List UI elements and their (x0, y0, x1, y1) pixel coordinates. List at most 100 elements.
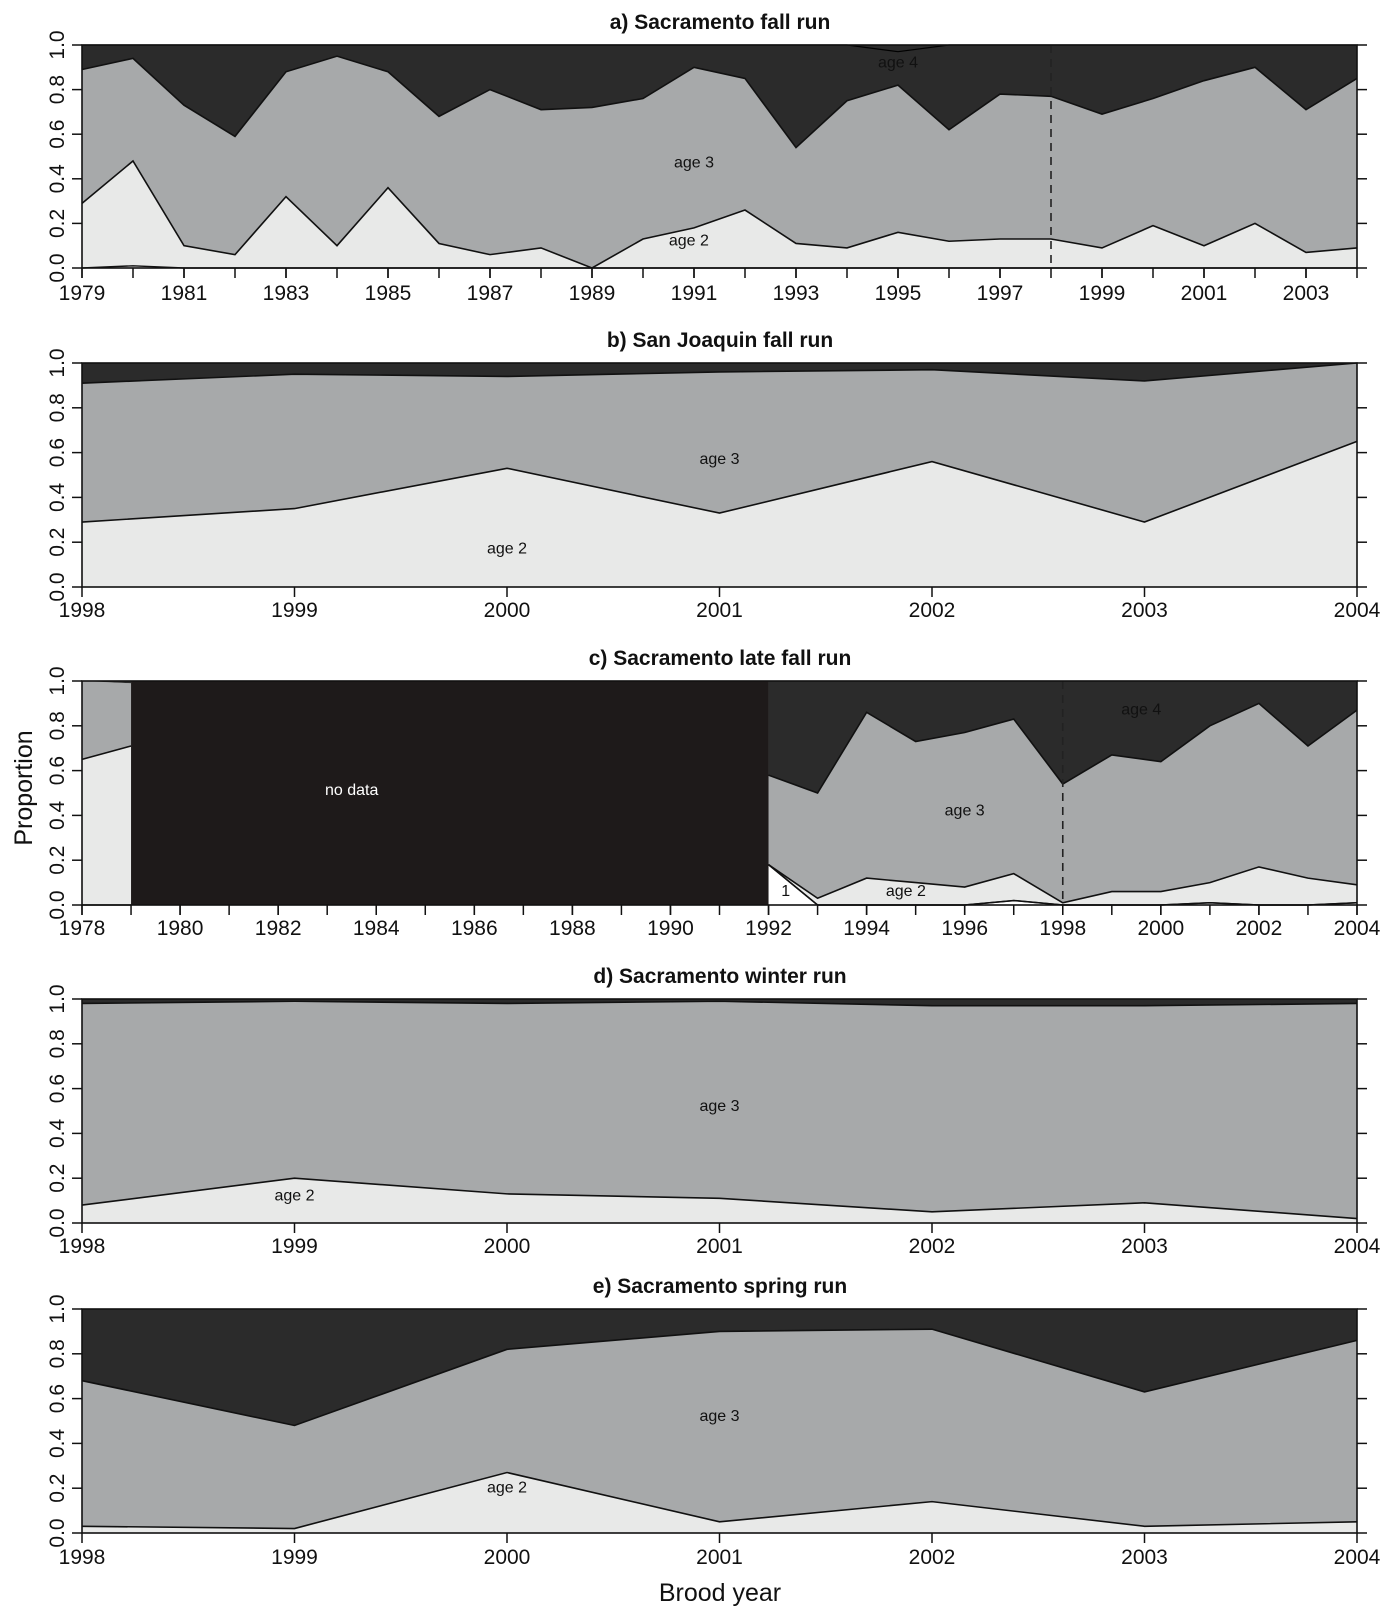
boundary-age2 (81, 440, 1358, 523)
area-age3 (768, 703, 1357, 903)
x-tick-label: 1998 (59, 599, 106, 622)
x-tick-label: 1990 (647, 917, 694, 940)
area-age3 (82, 1001, 1357, 1219)
x-tick-label: 1988 (549, 917, 596, 940)
panel-d: d) Sacramento winter run 0.0 0.2 0.4 0.6 0.8 1… (46, 965, 1381, 1258)
x-tick-label: 2002 (909, 1235, 956, 1258)
x-tick-label: 1978 (59, 917, 106, 940)
x-tick-label: 2004 (1334, 1546, 1381, 1569)
area-age2-early (82, 745, 132, 905)
x-tick-label: 1996 (941, 917, 988, 940)
panel-title: a) Sacramento fall run (610, 11, 831, 34)
area-age4 (82, 45, 1357, 148)
x-tick-label: 2002 (909, 1546, 956, 1569)
x-tick-label: 2000 (1137, 917, 1184, 940)
area-label: age 2 (886, 883, 926, 900)
area-age2 (82, 1178, 1357, 1223)
x-tick-label: 2001 (696, 599, 743, 622)
x-tick-label: 1997 (977, 282, 1024, 305)
x-tick-label: 2001 (696, 1235, 743, 1258)
area-age4 (82, 1309, 1357, 1426)
x-tick-label: 2003 (1121, 599, 1168, 622)
area-age3-early (82, 681, 132, 760)
y-tick-label: 1.0 (46, 666, 69, 695)
x-tick-label: 1979 (59, 282, 106, 305)
y-axis-label: Proportion (10, 730, 38, 845)
x-tick-label: 1995 (875, 282, 922, 305)
area-age2 (82, 1472, 1357, 1533)
x-tick-label: 1991 (671, 282, 718, 305)
y-tick-label: 0.4 (46, 1118, 69, 1148)
boundary-age2-early (81, 745, 132, 761)
plot-frame (81, 44, 1358, 269)
x-axis-label: Brood year (659, 1579, 781, 1607)
y-tick-label: 0.2 (46, 1164, 69, 1193)
y-tick-label: 0.2 (46, 528, 69, 557)
x-tick-label: 1982 (255, 917, 302, 940)
x-tick-label: 1998 (59, 1546, 106, 1569)
area-age2 (768, 864, 1357, 905)
x-tick-label: 2004 (1334, 1235, 1381, 1258)
y-tick-label: 0.6 (46, 1384, 69, 1413)
boundary-age3 (81, 55, 1358, 149)
y-tick-label: 0.0 (46, 1518, 69, 1547)
x-tick-label: 1999 (271, 1546, 318, 1569)
area-age4 (82, 363, 1357, 384)
y-tick-label: 0.4 (46, 1428, 69, 1458)
x-tick-label: 1999 (271, 1235, 318, 1258)
area-age3 (82, 1329, 1357, 1529)
area-label: age 2 (669, 233, 709, 250)
x-tick-label: 2002 (909, 599, 956, 622)
panel-title: d) Sacramento winter run (593, 965, 846, 988)
panel-c: c) Sacramento late fall run 0.0 0.2 0.4 0.6 0… (46, 647, 1381, 940)
x-tick-label: 1983 (263, 282, 310, 305)
panel-b: b) San Joaquin fall run 0.0 0.2 0.4 0.6 0.8 1.… (46, 329, 1381, 622)
boundary-age3 (81, 362, 1358, 384)
x-tick-label: 1992 (745, 917, 792, 940)
x-tick-label: 1987 (467, 282, 514, 305)
panel-title: b) San Joaquin fall run (607, 329, 833, 352)
area-label: age 2 (274, 1188, 314, 1205)
x-tick-label: 2004 (1334, 917, 1381, 940)
no-data-block (131, 681, 769, 905)
x-tick-label: 2003 (1121, 1235, 1168, 1258)
area-label: age 4 (878, 54, 918, 71)
x-tick-label: 1986 (451, 917, 498, 940)
y-tick-label: 0.6 (46, 438, 69, 467)
boundary-age3 (81, 1328, 1358, 1427)
y-tick-label: 0.4 (46, 164, 69, 194)
x-tick-label: 2003 (1121, 1546, 1168, 1569)
area-label: age 3 (674, 155, 714, 172)
y-tick-label: 1.0 (46, 1294, 69, 1323)
y-tick-label: 0.0 (46, 1208, 69, 1237)
area-age3 (82, 56, 1357, 269)
x-tick-label: 1999 (271, 599, 318, 622)
area-label: age 4 (1121, 702, 1161, 719)
area-label: age 2 (487, 540, 527, 557)
boundary-age2 (81, 159, 1358, 269)
y-tick-label: 0.8 (46, 1029, 69, 1058)
x-tick-label: 1985 (365, 282, 412, 305)
y-tick-label: 0.4 (46, 482, 69, 512)
x-tick-label: 1989 (569, 282, 616, 305)
x-tick-label: 1999 (1079, 282, 1126, 305)
panel-e: e) Sacramento spring run 0.0 0.2 0.4 0.6 0.8 1… (46, 1275, 1381, 1569)
x-tick-label: 2004 (1334, 599, 1381, 622)
x-tick-label: 2001 (696, 1546, 743, 1569)
y-tick-label: 0.0 (46, 253, 69, 282)
y-tick-label: 0.2 (46, 1474, 69, 1503)
y-tick-label: 0.0 (46, 572, 69, 601)
area-label: age 3 (699, 1408, 739, 1425)
area-label: 1 (781, 883, 790, 900)
x-tick-label: 1998 (1039, 917, 1086, 940)
boundary-age2 (768, 864, 1358, 904)
y-tick-label: 0.4 (46, 800, 69, 830)
area-label: age 3 (699, 1098, 739, 1115)
area-label: age 2 (487, 1480, 527, 1497)
area-age2 (82, 160, 1357, 268)
x-tick-label: 2000 (484, 1235, 531, 1258)
x-tick-label: 1993 (773, 282, 820, 305)
y-tick-label: 0.8 (46, 711, 69, 740)
panel-title: c) Sacramento late fall run (589, 647, 852, 670)
